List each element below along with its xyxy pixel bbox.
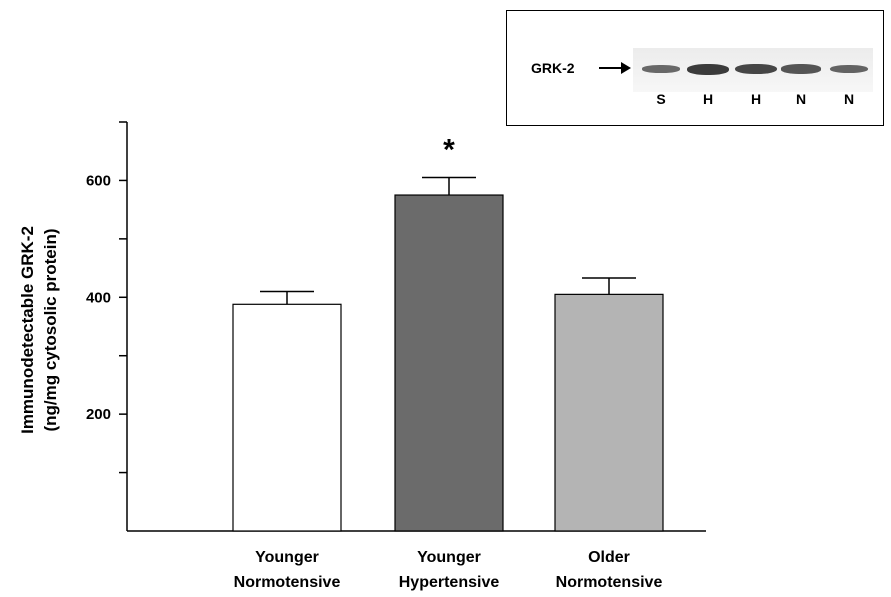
bar xyxy=(232,303,342,532)
significance-marker: * xyxy=(443,134,455,167)
x-category-label: Younger xyxy=(417,549,481,566)
x-category-label: Older xyxy=(588,549,630,566)
bar xyxy=(394,194,504,532)
y-tick-label: 600 xyxy=(86,172,111,189)
chart-labels: 200 400 600 Younger Normotensive * Younger Hype… xyxy=(18,134,662,591)
blot-band xyxy=(687,63,729,75)
arrow-right-icon xyxy=(599,62,631,74)
western-blot-inset: GRK-2 S H H N N xyxy=(506,10,884,126)
x-category-label: Hypertensive xyxy=(399,574,500,591)
blot-lane-label: N xyxy=(843,91,855,107)
x-category-label: Normotensive xyxy=(556,574,663,591)
y-axis-title: (ng/mg cytosolic protein) xyxy=(41,228,60,431)
y-tick-label: 400 xyxy=(86,289,111,306)
blot-lane-label: H xyxy=(702,91,714,107)
blot-band xyxy=(641,65,681,73)
blot-band xyxy=(735,63,777,75)
blot-band xyxy=(829,64,869,74)
blot-band xyxy=(781,64,821,74)
blot-lane-label: S xyxy=(656,91,666,107)
x-category-label: Younger xyxy=(255,549,319,566)
blot-lane-label: N xyxy=(795,91,807,107)
blot-lane-label: H xyxy=(750,91,762,107)
x-category-label: Normotensive xyxy=(234,574,341,591)
blot-strip xyxy=(633,48,873,92)
bar xyxy=(554,293,664,532)
inset-protein-label: GRK-2 xyxy=(531,60,575,76)
y-axis-title: Immunodetectable GRK-2 xyxy=(18,226,37,434)
chart-bars xyxy=(232,176,664,532)
y-tick-label: 200 xyxy=(86,406,111,423)
